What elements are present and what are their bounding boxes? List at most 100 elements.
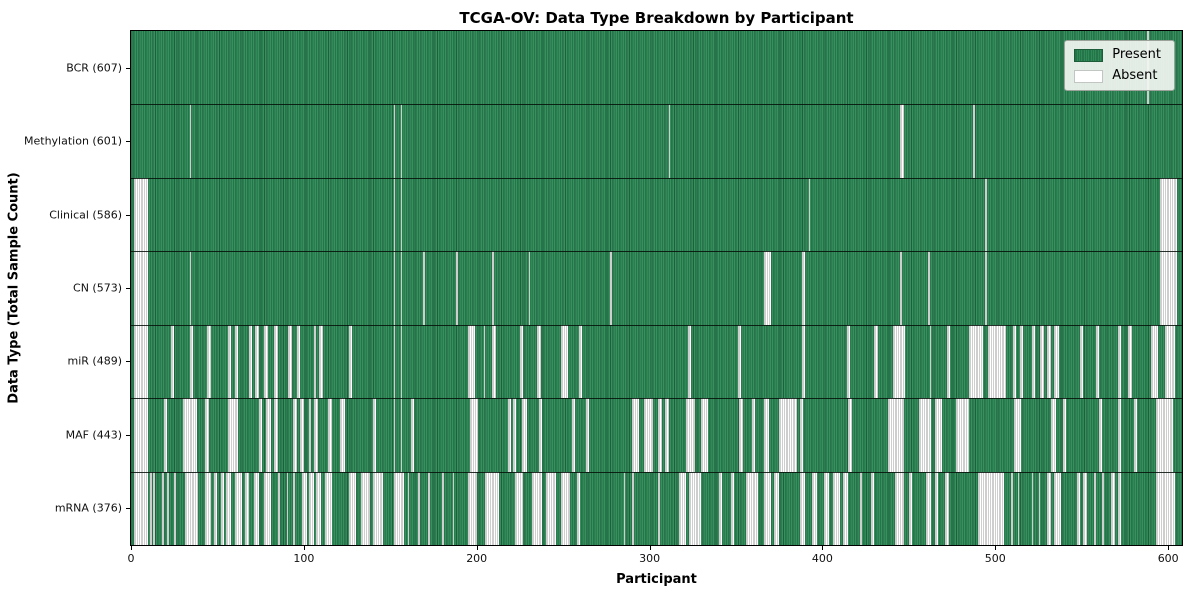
absent-block-miR (170, 324, 175, 399)
absent-block-miR (1095, 324, 1100, 399)
absent-block-CN (528, 251, 531, 325)
absent-block-miR (189, 324, 194, 399)
absent-block-mRNA (324, 471, 332, 545)
absent-block-miR (578, 324, 583, 399)
y-tick-label-Clinical: Clinical (586) (49, 208, 122, 222)
x-tick-label: 400 (811, 552, 833, 565)
absent-block-mRNA (286, 471, 289, 545)
absent-block-miR (969, 324, 984, 399)
x-tick-mark (995, 546, 997, 550)
absent-block-miR (737, 324, 742, 399)
absent-block-Clinical (134, 177, 149, 252)
absent-block-miR (893, 324, 906, 399)
absent-block-Clinical (1159, 177, 1177, 252)
absent-block-CN (134, 251, 149, 325)
legend-item-absent: Absent (1074, 69, 1161, 83)
absent-block-mRNA (167, 471, 170, 545)
absent-block-mRNA (302, 471, 308, 545)
absent-block-Methylation (393, 104, 396, 178)
absent-block-mRNA (452, 471, 455, 545)
absent-block-miR (846, 324, 851, 399)
absent-block-MAF (799, 398, 804, 472)
absent-block-MAF (300, 398, 304, 472)
absent-block-CN (393, 251, 396, 325)
absent-block-mRNA (799, 471, 806, 545)
absent-block-mRNA (348, 471, 356, 545)
y-tick-mark (126, 434, 130, 436)
y-tick-mark (126, 508, 130, 510)
absent-block-miR (134, 324, 149, 399)
absent-block-MAF (328, 398, 332, 472)
absent-block-miR (296, 324, 301, 399)
chart-title: TCGA-OV: Data Type Breakdown by Particip… (459, 9, 854, 27)
absent-block-miR (400, 324, 403, 399)
absent-block-CN (609, 251, 612, 325)
legend-swatch-present-icon (1074, 48, 1104, 62)
absent-block-CN (189, 251, 192, 325)
absent-block-CN (900, 251, 902, 325)
absent-block-MAF (701, 398, 709, 472)
absent-block-mRNA (234, 471, 242, 545)
absent-block-miR (234, 324, 239, 399)
absent-block-mRNA (926, 471, 932, 545)
absent-block-miR (687, 324, 692, 399)
absent-block-miR (248, 324, 252, 399)
legend-label-absent: Absent (1112, 68, 1158, 83)
absent-block-MAF (1118, 398, 1122, 472)
absent-block-MAF (919, 398, 932, 472)
absent-block-miR (255, 324, 259, 399)
absent-block-mRNA (442, 471, 444, 545)
absent-block-miR (1128, 324, 1132, 399)
absent-block-mRNA (253, 471, 259, 545)
absent-block-miR (393, 324, 396, 399)
absent-block-MAF (1133, 398, 1138, 472)
absent-block-mRNA (162, 471, 164, 545)
absent-block-CN (1159, 251, 1177, 325)
x-tick-label: 300 (639, 552, 661, 565)
absent-block-MAF (265, 398, 272, 472)
absent-block-mRNA (393, 471, 405, 545)
absent-block-mRNA (485, 471, 500, 545)
x-tick-mark (131, 546, 132, 550)
absent-block-MAF (632, 398, 640, 472)
absent-block-mRNA (1038, 471, 1041, 545)
absent-block-MAF (293, 398, 297, 472)
absent-block-MAF (309, 398, 311, 472)
absent-block-miR (492, 324, 496, 399)
x-tick-mark (303, 546, 305, 550)
absent-block-mRNA (689, 471, 702, 545)
absent-block-miR (988, 324, 1006, 399)
absent-block-mRNA (860, 471, 863, 545)
absent-block-CN (455, 251, 458, 325)
legend-item-present: Present (1074, 48, 1161, 62)
y-tick-mark (126, 361, 130, 363)
absent-block-mRNA (514, 471, 524, 545)
absent-block-mRNA (895, 471, 904, 545)
absent-block-miR (1054, 324, 1060, 399)
absent-block-MAF (739, 398, 743, 472)
absent-block-mRNA (1076, 471, 1080, 545)
absent-block-mRNA (1083, 471, 1087, 545)
absent-block-MAF (513, 398, 517, 472)
absent-block-MAF (1156, 398, 1174, 472)
absent-block-miR (801, 324, 806, 399)
absent-block-miR (288, 324, 292, 399)
absent-block-miR (314, 324, 316, 399)
absent-block-miR (319, 324, 323, 399)
absent-block-MAF (314, 398, 318, 472)
absent-block-mRNA (870, 471, 875, 545)
absent-block-mRNA (934, 471, 939, 545)
absent-block-miR (1150, 324, 1158, 399)
y-tick-mark (126, 214, 130, 216)
absent-block-MAF (507, 398, 512, 472)
absent-block-mRNA (220, 471, 225, 545)
absent-block-mRNA (763, 471, 771, 545)
absent-block-mRNA (774, 471, 780, 545)
absent-block-miR (1019, 324, 1023, 399)
absent-block-miR (929, 324, 932, 399)
absent-block-MAF (205, 398, 209, 472)
absent-block-miR (483, 324, 486, 399)
absent-block-MAF (340, 398, 346, 472)
absent-block-MAF (163, 398, 168, 472)
absent-block-MAF (274, 398, 278, 472)
